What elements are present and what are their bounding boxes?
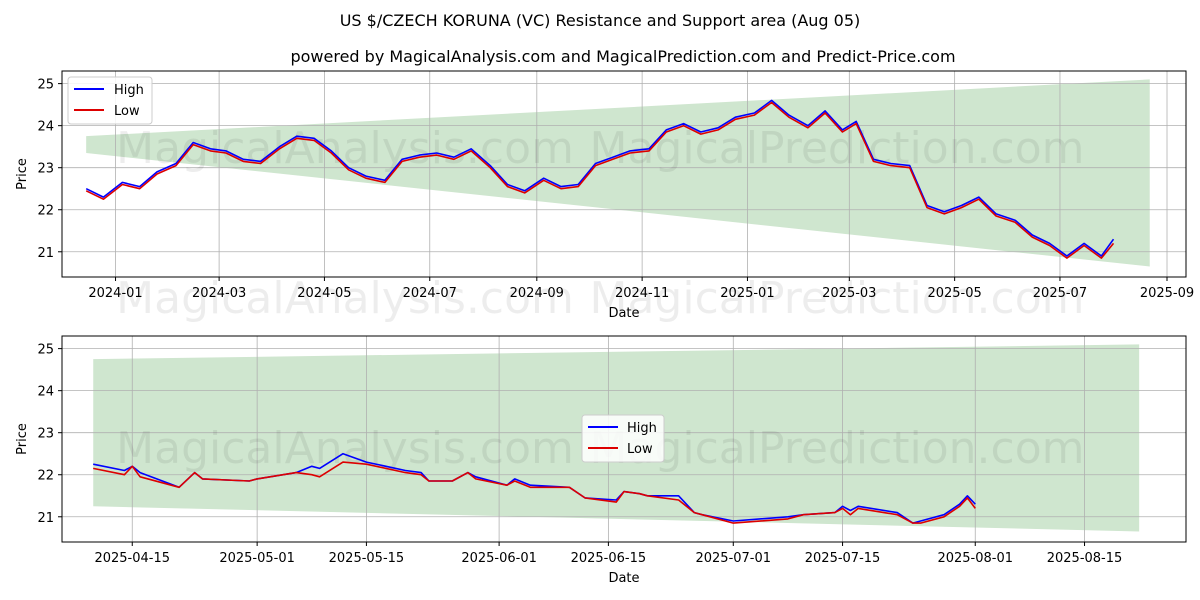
plot-frame: [61, 335, 1187, 543]
legend-label-low: Low: [114, 104, 140, 119]
legend-label-low: Low: [627, 442, 653, 457]
series-line-low: [93, 461, 976, 524]
watermark: MagicalAnalysis.com MagicalPrediction.co…: [116, 423, 1084, 474]
chart-subtitle: powered by MagicalAnalysis.com and Magic…: [290, 47, 955, 66]
legend: High Low: [67, 76, 153, 125]
x-tick-label: 2025-01: [720, 286, 774, 301]
x-axis-ticks: 2024-01 2024-03 2024-05 2024-07 2024-09 2024-…: [88, 277, 1194, 301]
y-tick-label: 21: [37, 511, 54, 526]
watermark-text: MagicalPrediction.com: [590, 273, 1085, 324]
x-tick-label: 2025-06-01: [461, 551, 537, 566]
watermark-text: MagicalPrediction.com: [590, 423, 1085, 474]
y-tick-label: 22: [37, 204, 54, 219]
y-tick-label: 21: [37, 246, 54, 261]
x-tick-label: 2024-01: [88, 286, 142, 301]
support-resistance-band: [86, 79, 1150, 267]
watermark: MagicalAnalysis.com MagicalPrediction.co…: [116, 123, 1084, 324]
y-tick-label: 23: [37, 427, 54, 442]
x-tick-label: 2025-05: [927, 286, 981, 301]
watermark-text: MagicalPrediction.com: [590, 123, 1085, 174]
legend: High Low: [581, 414, 665, 463]
plot-frame: [61, 70, 1187, 278]
x-tick-label: 2024-09: [510, 286, 564, 301]
series-line-high: [85, 99, 1115, 257]
x-axis-label: Date: [608, 306, 639, 321]
x-tick-label: 2024-05: [297, 286, 351, 301]
y-axis-label: Price: [15, 158, 30, 190]
y-axis-ticks: 21 22 23 24 25: [37, 343, 62, 526]
grid-lines: [62, 71, 1186, 277]
y-tick-label: 24: [37, 385, 54, 400]
x-tick-label: 2025-04-15: [94, 551, 170, 566]
y-tick-label: 22: [37, 469, 54, 484]
bottom-chart: MagicalAnalysis.com MagicalPrediction.co…: [15, 335, 1187, 586]
x-tick-label: 2024-11: [615, 286, 669, 301]
x-axis-label: Date: [608, 571, 639, 586]
y-axis-label: Price: [15, 423, 30, 455]
chart-title: US $/CZECH KORUNA (VC) Resistance and Su…: [340, 11, 861, 30]
legend-label-high: High: [627, 421, 657, 436]
x-tick-label: 2025-03: [822, 286, 876, 301]
watermark-text: MagicalAnalysis.com: [116, 273, 574, 324]
x-tick-label: 2024-03: [192, 286, 246, 301]
x-tick-label: 2024-07: [403, 286, 457, 301]
series-lines: [85, 99, 1115, 259]
x-axis-ticks: 2025-04-15 2025-05-01 2025-05-15 2025-06-01…: [94, 542, 1122, 566]
y-tick-label: 25: [37, 343, 54, 358]
x-tick-label: 2025-06-15: [571, 551, 647, 566]
series-lines: [93, 452, 976, 524]
y-tick-label: 25: [37, 78, 54, 93]
x-tick-label: 2025-07-01: [695, 551, 771, 566]
y-tick-label: 23: [37, 162, 54, 177]
series-line-low: [85, 101, 1115, 259]
x-tick-label: 2025-08-15: [1047, 551, 1123, 566]
legend-label-high: High: [114, 83, 144, 98]
x-tick-label: 2025-07: [1033, 286, 1087, 301]
x-tick-label: 2025-05-15: [329, 551, 405, 566]
y-axis-ticks: 21 22 23 24 25: [37, 78, 62, 261]
x-tick-label: 2025-08-01: [937, 551, 1013, 566]
watermark-text: MagicalAnalysis.com: [116, 423, 574, 474]
y-tick-label: 24: [37, 120, 54, 135]
x-tick-label: 2025-07-15: [805, 551, 881, 566]
x-tick-label: 2025-05-01: [219, 551, 295, 566]
band-area: [86, 79, 1150, 267]
top-chart: MagicalAnalysis.com MagicalPrediction.co…: [15, 70, 1194, 324]
grid-lines: [62, 336, 1186, 542]
x-tick-label: 2025-09: [1140, 286, 1194, 301]
